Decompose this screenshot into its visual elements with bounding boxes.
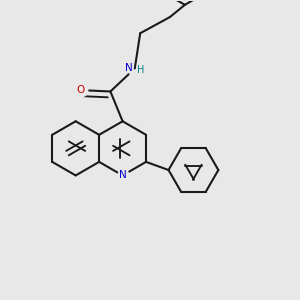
Text: N: N [119, 170, 127, 180]
Text: O: O [76, 85, 85, 95]
Text: H: H [137, 65, 145, 75]
Text: N: N [125, 64, 133, 74]
